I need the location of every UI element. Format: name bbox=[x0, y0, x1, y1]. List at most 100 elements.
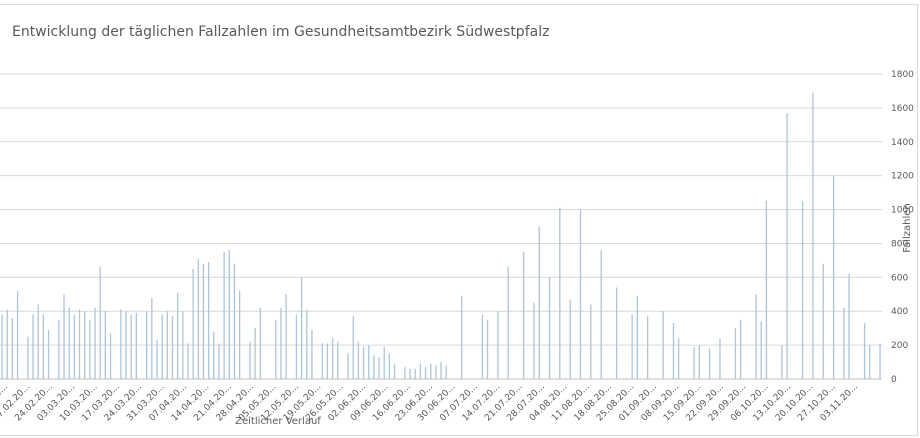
bar bbox=[362, 346, 365, 379]
bar bbox=[765, 201, 768, 379]
bar bbox=[590, 304, 592, 379]
bar bbox=[616, 287, 618, 379]
chart-title: Entwicklung der täglichen Fallzahlen im … bbox=[12, 24, 550, 40]
bar bbox=[373, 355, 375, 379]
bar bbox=[424, 367, 427, 379]
bar bbox=[109, 333, 112, 379]
bar bbox=[6, 309, 8, 379]
y-tick-label: 1200 bbox=[891, 172, 914, 182]
bar bbox=[166, 311, 168, 379]
bar bbox=[786, 112, 788, 379]
bar bbox=[78, 309, 81, 379]
y-tick-label: 1800 bbox=[891, 70, 914, 80]
bar bbox=[275, 319, 277, 379]
bar bbox=[177, 292, 179, 379]
bar bbox=[321, 343, 323, 379]
bar bbox=[569, 299, 571, 379]
bar bbox=[430, 363, 432, 379]
bar bbox=[523, 251, 525, 379]
bar bbox=[326, 343, 329, 379]
bar bbox=[146, 311, 148, 379]
bar bbox=[99, 267, 101, 379]
bar bbox=[579, 209, 582, 379]
y-tick-label: 1400 bbox=[891, 138, 914, 148]
bar bbox=[409, 368, 411, 379]
bar bbox=[125, 311, 127, 379]
y-tick-labels: 0 200 400 600 800 1000 1200 1400 1600 1800 bbox=[891, 70, 914, 385]
bar bbox=[151, 297, 153, 379]
bar bbox=[440, 362, 442, 379]
bar bbox=[548, 277, 551, 379]
bar bbox=[337, 341, 339, 379]
bar bbox=[559, 207, 561, 379]
bar bbox=[135, 312, 137, 379]
bar bbox=[47, 329, 50, 379]
bar bbox=[259, 307, 261, 379]
bar bbox=[187, 343, 189, 379]
y-axis-label: Fallzahlen bbox=[902, 203, 913, 253]
bar bbox=[388, 353, 391, 379]
y-tick-label: 800 bbox=[891, 239, 908, 249]
bar bbox=[646, 316, 649, 379]
bar bbox=[352, 316, 354, 379]
bar bbox=[104, 311, 106, 379]
bar bbox=[68, 307, 70, 379]
bar bbox=[693, 346, 695, 379]
bar bbox=[213, 331, 215, 379]
bar bbox=[249, 341, 251, 379]
bar bbox=[228, 250, 230, 379]
bar bbox=[182, 311, 184, 379]
bar bbox=[73, 314, 76, 379]
bar bbox=[708, 348, 711, 379]
bar bbox=[347, 353, 349, 379]
bar bbox=[419, 363, 422, 379]
bar bbox=[42, 314, 45, 379]
bar bbox=[202, 263, 205, 379]
y-tick-label: 1600 bbox=[891, 104, 914, 114]
bar bbox=[331, 338, 334, 379]
bar bbox=[11, 318, 14, 379]
bar bbox=[32, 314, 34, 379]
bar bbox=[280, 307, 282, 379]
bar bbox=[16, 290, 19, 379]
bar bbox=[223, 251, 225, 379]
bar bbox=[801, 201, 804, 379]
bar bbox=[295, 314, 298, 379]
bar bbox=[600, 250, 602, 379]
bar bbox=[63, 294, 65, 379]
bar bbox=[94, 307, 96, 379]
bar bbox=[497, 311, 499, 379]
bar bbox=[755, 294, 757, 379]
bar bbox=[84, 311, 86, 379]
bar bbox=[869, 345, 871, 379]
y-tick-label: 200 bbox=[891, 341, 908, 351]
bar bbox=[672, 323, 675, 379]
bar bbox=[848, 273, 850, 379]
y-tick-label: 400 bbox=[891, 307, 908, 317]
bar bbox=[843, 307, 845, 379]
bar bbox=[719, 338, 721, 379]
bar bbox=[357, 341, 360, 379]
chart-frame bbox=[0, 4, 918, 436]
bar bbox=[393, 363, 396, 379]
bar bbox=[161, 314, 163, 379]
bar bbox=[383, 346, 385, 379]
bar bbox=[378, 356, 380, 379]
bar bbox=[414, 368, 416, 379]
bar bbox=[461, 295, 463, 379]
bar bbox=[481, 314, 484, 379]
bar bbox=[300, 277, 303, 379]
x-axis-label: Zeitlicher Verlauf bbox=[235, 416, 321, 427]
bar bbox=[171, 316, 174, 379]
bar bbox=[120, 309, 122, 379]
bar bbox=[636, 295, 638, 379]
bar bbox=[879, 343, 881, 379]
y-tick-label: 600 bbox=[891, 273, 908, 283]
bar bbox=[631, 314, 633, 379]
bar bbox=[677, 338, 680, 379]
bar bbox=[812, 92, 814, 379]
bar bbox=[233, 263, 236, 379]
y-tick-label: 0 bbox=[891, 375, 897, 385]
bar bbox=[192, 268, 194, 379]
bar bbox=[698, 345, 700, 379]
